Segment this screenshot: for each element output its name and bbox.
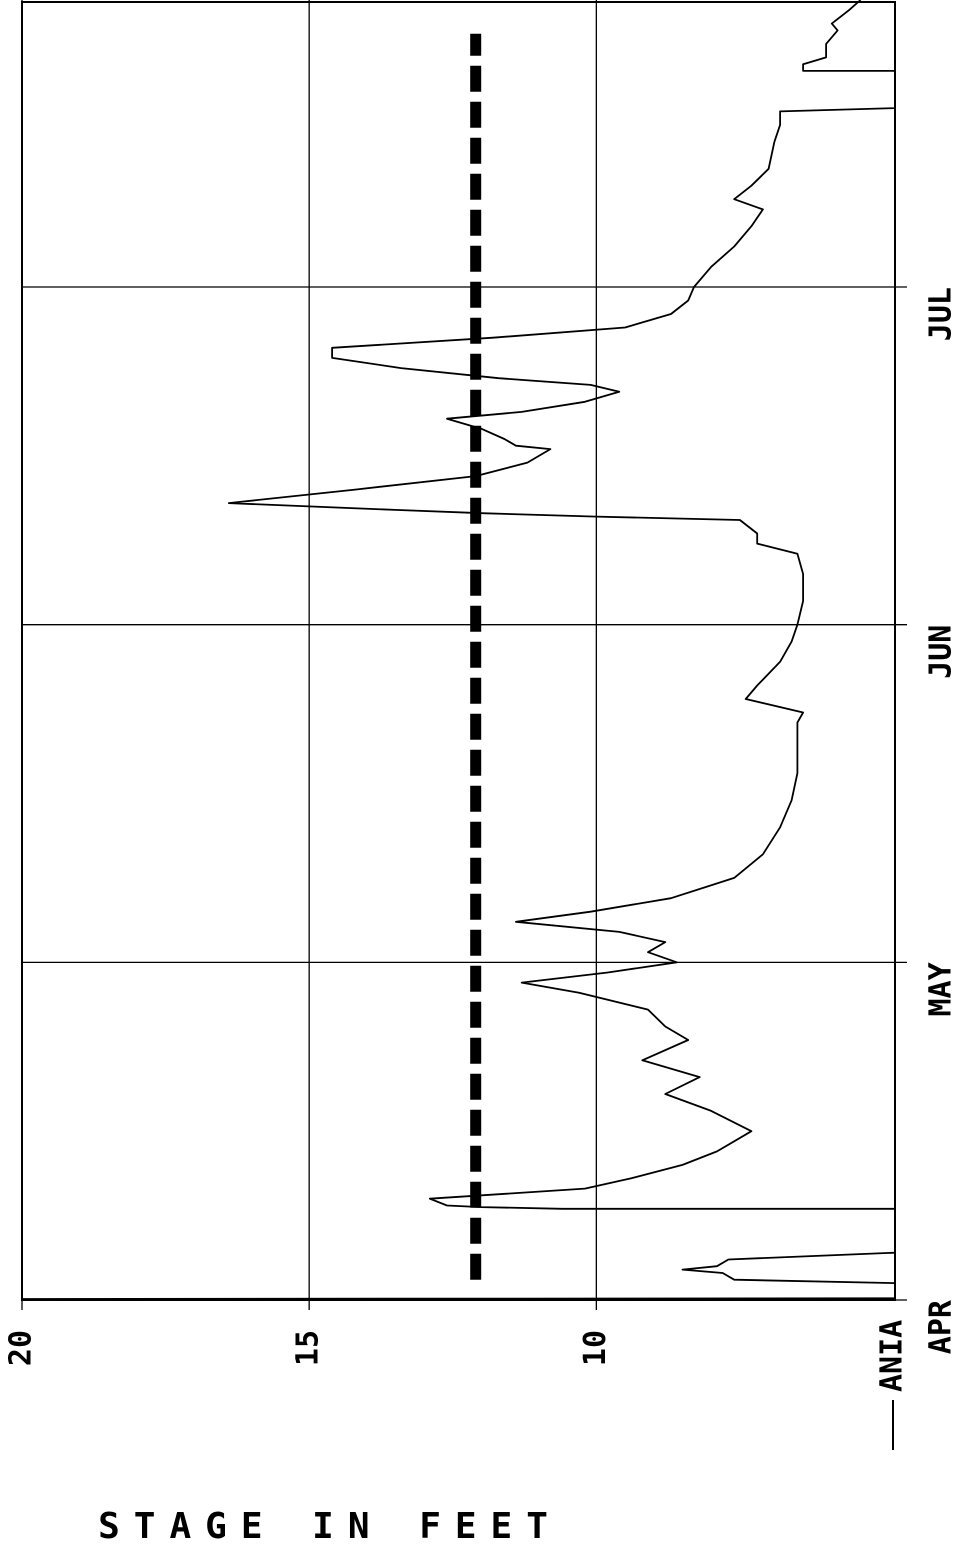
tick-label-stage: 10 — [578, 1330, 613, 1366]
legend-label: ANIA — [875, 1320, 910, 1392]
series-line-ania — [21, 0, 896, 1300]
series-layer — [21, 0, 896, 1300]
tick-label-month: JUL — [924, 287, 959, 341]
tick-label-month: APR — [924, 1299, 959, 1354]
tick-label-month: MAY — [924, 962, 959, 1016]
plot-frame — [21, 1, 896, 1301]
tick-label-stage: 15 — [291, 1330, 326, 1366]
tick-label-month: JUN — [924, 625, 959, 679]
tick-label-stage: 20 — [4, 1330, 39, 1366]
y-axis-title: STAGE IN FEET — [98, 1506, 562, 1547]
labels: 20 15 10 APR MAY JUN JUL ANIA STAGE IN FEET — [4, 287, 959, 1547]
grid — [21, 0, 907, 1310]
